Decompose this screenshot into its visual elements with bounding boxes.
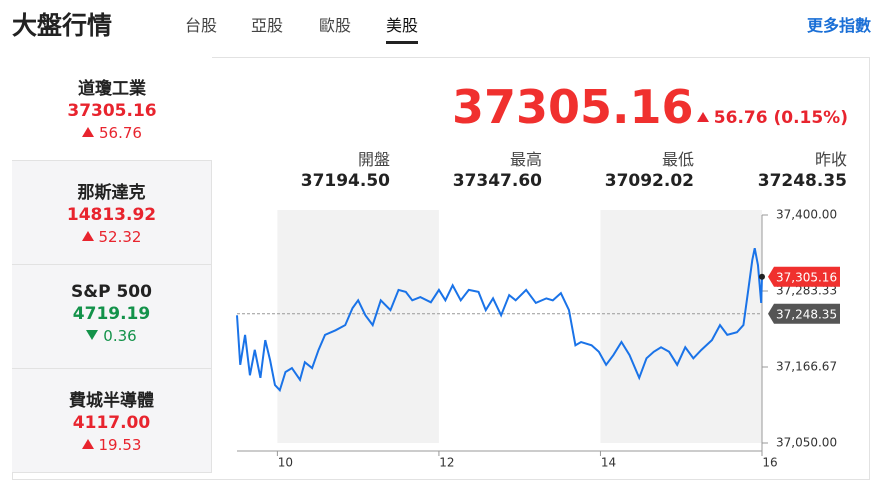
- price: 37305.16: [452, 80, 694, 134]
- change-value: 52.32: [98, 228, 142, 246]
- index-item[interactable]: 那斯達克 14813.92 52.32: [12, 161, 212, 265]
- line: [236, 248, 763, 393]
- index-item[interactable]: S&P 500 4719.19 0.36: [12, 265, 212, 369]
- arrow: [696, 112, 709, 122]
- index-change: 0.36: [12, 327, 211, 345]
- stat-value: 37347.60: [452, 171, 542, 191]
- arrow: [82, 127, 95, 137]
- reference-box: [768, 303, 840, 324]
- index-name: 那斯達克: [77, 183, 146, 203]
- index-name: S&P 500: [71, 282, 152, 302]
- more-link[interactable]: 更多指數: [806, 16, 871, 35]
- shaded-band: [277, 210, 439, 443]
- stat-label: 開盤: [357, 150, 390, 169]
- chart: 37,400.00 37,283.33 37,166.67 37,050.00 10 12…: [236, 208, 840, 470]
- reference-label: 37,248.35: [776, 307, 837, 321]
- price-change: 56.76 (0.15%): [696, 108, 848, 128]
- index-item[interactable]: 道瓊工業 37305.16 56.76: [12, 57, 212, 161]
- current-label: 37,305.16: [776, 270, 837, 284]
- index-change: 19.53: [12, 436, 211, 454]
- tab[interactable]: 台股: [185, 16, 218, 35]
- tab[interactable]: 美股: [386, 12, 419, 44]
- change-text: 56.76 (0.15%): [713, 108, 848, 128]
- change-value: 19.53: [98, 436, 142, 454]
- change-value: 56.76: [99, 124, 142, 142]
- index-name: 道瓊工業: [78, 79, 146, 99]
- index-item[interactable]: 費城半導體 4117.00 19.53: [12, 369, 212, 473]
- y-tick-label: 37,166.67: [776, 359, 837, 373]
- stat-value: 37248.35: [757, 171, 847, 191]
- y-tick-label: 37,050.00: [776, 436, 837, 450]
- index-value: 4719.19: [72, 304, 151, 324]
- stat-label: 昨收: [814, 150, 847, 169]
- index-value: 37305.16: [67, 101, 157, 121]
- arrow: [81, 231, 94, 241]
- index-value: 4117.00: [72, 413, 151, 433]
- y-tick-label: 37,283.33: [776, 284, 837, 298]
- stat-label: 最高: [509, 150, 542, 169]
- current-dot: [759, 273, 765, 280]
- index-name: 費城半導體: [69, 391, 154, 411]
- stat-value: 37194.50: [300, 171, 390, 191]
- page-title: 大盤行情: [12, 11, 113, 40]
- x-tick-label: 16: [762, 456, 777, 470]
- index-value: 14813.92: [66, 205, 157, 225]
- x-tick-label: 10: [278, 456, 293, 470]
- index-change: 52.32: [12, 228, 211, 246]
- arrow: [81, 439, 94, 449]
- index-list: 道瓊工業 37305.16 56.76 那斯達克 14813.92 52.32 S&P 50…: [12, 57, 212, 473]
- tab[interactable]: 歐股: [319, 16, 352, 35]
- stat-value: 37092.02: [604, 171, 694, 191]
- y-tick-label: 37,400.00: [776, 208, 837, 222]
- tab[interactable]: 亞股: [251, 16, 284, 35]
- arrow: [86, 330, 99, 340]
- x-tick-label: 12: [439, 456, 454, 470]
- stat-label: 最低: [661, 150, 694, 169]
- current-box: [768, 266, 840, 287]
- shaded-band: [600, 210, 762, 443]
- x-tick-label: 14: [601, 456, 616, 470]
- change-value: 0.36: [103, 327, 137, 345]
- index-change: 56.76: [12, 124, 212, 142]
